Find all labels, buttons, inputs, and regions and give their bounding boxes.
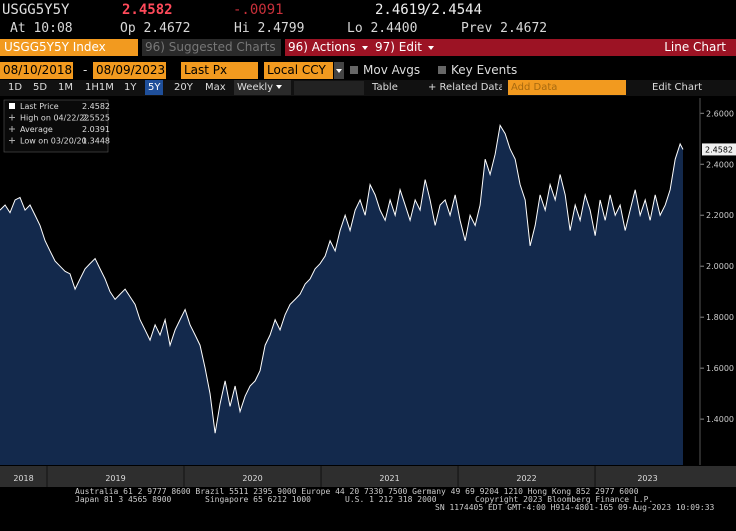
checkbox <box>350 66 358 74</box>
y-tick-label: 2.2000 <box>706 211 734 220</box>
ticker: USGG5Y5Y <box>2 2 70 18</box>
period-button[interactable]: 5D <box>33 82 48 93</box>
period-button[interactable]: 1H1M <box>85 82 114 93</box>
x-tick-label: 2023 <box>637 474 657 483</box>
legend-value: 2.4582 <box>82 102 110 111</box>
field-select[interactable]: Last Px <box>181 62 258 79</box>
mov-avgs[interactable]: Mov Avgs <box>350 62 450 79</box>
currency-dropdown[interactable] <box>334 62 344 79</box>
y-tick-label: 2.4000 <box>706 160 734 169</box>
footer-copyright: Copyright 2023 Bloomberg Finance L.P. <box>475 495 654 504</box>
period-button[interactable]: 1Y <box>124 82 137 93</box>
key-events[interactable]: Key Events <box>438 62 538 79</box>
key-events-label: Key Events <box>451 63 518 77</box>
actions-label: 96) Actions <box>288 40 356 54</box>
edit-label: 97) Edit <box>375 40 423 54</box>
x-tick-label: 2021 <box>379 474 399 483</box>
time: At 10:08 <box>10 21 73 36</box>
legend-box <box>3 99 109 153</box>
frequency-label: Weekly <box>237 82 274 93</box>
period-button[interactable]: 1M <box>58 82 73 93</box>
checkbox <box>438 66 446 74</box>
last-price: 2.4582 <box>122 2 173 18</box>
open: Op 2.4672 <box>120 21 191 36</box>
prev: Prev 2.4672 <box>461 21 548 36</box>
table-button[interactable]: Table <box>372 82 398 93</box>
chart-tools[interactable] <box>294 81 364 95</box>
mov-avgs-label: Mov Avgs <box>363 63 421 77</box>
last-price-tag-label: 2.4582 <box>705 145 733 154</box>
y-tick-label: 2.0000 <box>706 262 734 271</box>
add-data-field[interactable]: Add Data <box>508 80 626 95</box>
legend-swatch <box>9 103 15 109</box>
high: Hi 2.4799 <box>234 21 305 36</box>
start-date[interactable]: 08/10/2018 <box>0 62 73 79</box>
y-tick-label: 1.8000 <box>706 313 734 322</box>
y-tick-label: 1.4000 <box>706 415 734 424</box>
x-tick-label: 2022 <box>516 474 536 483</box>
chart: 1.4000 1.6000 1.8000 2.0000 2.2000 2.4000 2.60… <box>0 98 736 487</box>
y-tick-label: 2.6000 <box>706 109 734 118</box>
ask: /2.4544 <box>423 2 483 18</box>
legend-symbol <box>9 137 15 144</box>
footer-phones: Australia 61 2 9777 8600 Brazil 5511 239… <box>75 487 639 496</box>
low: Lo 2.4400 <box>347 21 418 36</box>
legend-label: Low on 03/20/20 <box>20 137 87 146</box>
suggested-charts[interactable]: 96) Suggested Charts <box>142 39 281 56</box>
x-tick-label: 2019 <box>105 474 125 483</box>
bid: 2.4619 <box>375 2 426 18</box>
footer-session: SN 1174405 EDT GMT-4:00 H914-4801-165 09… <box>435 503 715 512</box>
x-tick-label: 2018 <box>13 474 33 483</box>
actions-menu[interactable]: 96) Actions <box>285 39 372 56</box>
footer-singapore: Singapore 65 6212 1000 <box>205 495 311 504</box>
legend-label: Last Price <box>20 102 59 111</box>
period-button[interactable]: 20Y <box>174 82 193 93</box>
related-data[interactable]: + Related Data <box>428 82 502 93</box>
edit-menu[interactable]: 97) Edit <box>372 39 436 56</box>
end-date[interactable]: 08/09/2023 <box>93 62 166 79</box>
x-tick-label: 2020 <box>242 474 262 483</box>
legend-symbol <box>9 126 15 132</box>
footer-us: U.S. 1 212 318 2000 <box>345 495 437 504</box>
edit-chart[interactable]: Edit Chart <box>652 82 703 93</box>
price-line <box>0 124 684 434</box>
period-button[interactable]: 1D <box>8 82 23 93</box>
legend-value: 1.3448 <box>82 137 110 146</box>
frequency[interactable]: Weekly <box>234 80 291 95</box>
security-field[interactable]: USGG5Y5Y Index <box>0 39 138 56</box>
y-tick-label: 1.6000 <box>706 364 734 373</box>
last-price-tag <box>702 143 736 156</box>
currency-select[interactable]: Local CCY <box>264 62 333 79</box>
legend-value: 2.5525 <box>82 114 110 123</box>
change: -.0091 <box>233 2 284 18</box>
footer-japan: Japan 81 3 4565 8900 <box>75 495 172 504</box>
date-dash: - <box>83 63 88 77</box>
period-button[interactable]: Max <box>205 82 226 93</box>
area <box>0 125 684 466</box>
legend-symbol <box>9 114 15 121</box>
legend-label: High on 04/22/22 <box>20 114 89 123</box>
legend: Last Price 2.4582 High on 04/22/222.5525 Av… <box>3 99 110 153</box>
legend-value: 2.0391 <box>82 125 110 134</box>
period-button[interactable]: 5Y <box>145 80 164 95</box>
chart-kind: Line Chart <box>436 39 736 56</box>
legend-label: Average <box>20 125 53 134</box>
